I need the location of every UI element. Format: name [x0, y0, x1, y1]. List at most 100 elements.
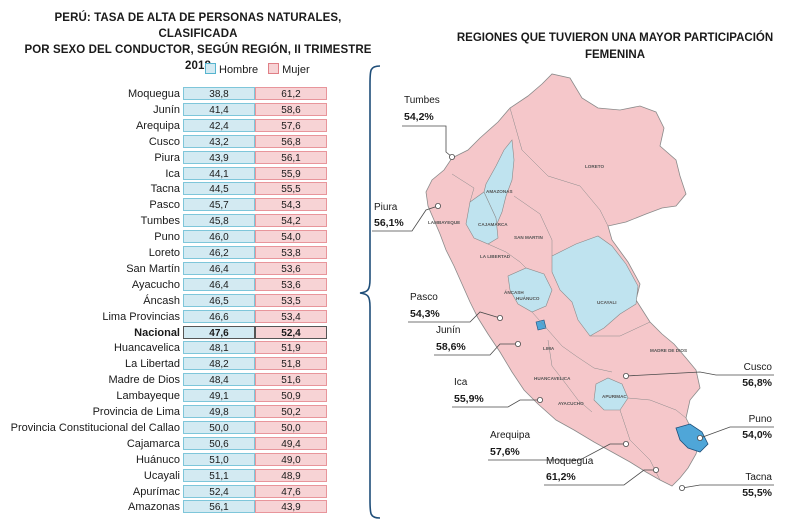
lake-titicaca: [675, 423, 709, 453]
hombre-value: 51,0: [183, 452, 255, 466]
callout-leader-line: [488, 443, 626, 461]
callout-leader-line: [544, 469, 656, 486]
hombre-value: 43,9: [183, 150, 255, 164]
mujer-value: 51,9: [255, 341, 327, 355]
mujer-value: 53,5: [255, 293, 327, 307]
callao-marker: [535, 319, 547, 331]
callout-name: Tacna: [745, 472, 772, 483]
region-cajamarca: [465, 191, 499, 245]
map-region-label: LIMA: [543, 346, 555, 351]
region-name: Tacna: [150, 183, 180, 196]
table-row: Apurímac 52,4 47,6: [10, 484, 340, 500]
region-name: Ucayali: [143, 469, 180, 482]
map-callouts: Tumbes 54,2% Piura 56,1% Pasco 54,3% Junín 58,6…: [372, 95, 774, 499]
hombre-value: 49,8: [183, 405, 255, 418]
callout-value: 56,8%: [742, 377, 772, 389]
mujer-value: 51,6: [255, 373, 327, 387]
table-row: Loreto 46,2 53,8: [10, 245, 340, 261]
callout-name: Tumbes: [404, 95, 440, 106]
region-name: Madre de Dios: [108, 374, 180, 387]
callout-name: Puno: [749, 414, 773, 425]
table-title-line-1: PERÚ: TASA DE ALTA DE PERSONAS NATURALES…: [54, 12, 342, 40]
hombre-value: 44,5: [183, 182, 255, 196]
region-name: La Libertad: [124, 358, 180, 371]
hombre-value: 48,2: [183, 357, 255, 371]
table-row: Huánuco 51,0 49,0: [10, 452, 340, 468]
region-name: Amazonas: [128, 501, 180, 514]
region-name: Cusco: [148, 135, 180, 148]
table-row: Amazonas 56,1 43,9: [10, 499, 340, 515]
callout-leader-line: [699, 426, 774, 439]
hombre-value: 41,4: [183, 102, 255, 116]
region-name: Junín: [153, 103, 180, 116]
region-name: Moquegua: [128, 88, 180, 100]
callout-arequipa: Arequipa 57,6%: [488, 430, 630, 461]
mujer-value: 54,0: [255, 230, 327, 244]
callout-value: 57,6%: [490, 446, 520, 458]
hombre-value: 46,2: [183, 246, 255, 259]
callout-value: 54,0%: [742, 429, 772, 441]
hombre-value: 46,4: [183, 261, 255, 275]
mujer-value: 57,6: [255, 118, 327, 132]
callout-dot: [679, 484, 686, 491]
callout-value: 54,3%: [410, 308, 440, 320]
map-region-label: APURIMAC: [602, 394, 627, 399]
legend-hombre: Hombre: [205, 63, 258, 76]
legend: Hombre Mujer: [205, 63, 310, 76]
callout-name: Arequipa: [490, 430, 530, 441]
callout-ica: Ica 55,9%: [452, 377, 544, 408]
mujer-value: 53,8: [255, 246, 327, 259]
table-row: Arequipa 42,4 57,6: [10, 118, 340, 134]
callout-tumbes: Tumbes 54,2%: [402, 95, 455, 160]
hombre-value: 48,4: [183, 373, 255, 387]
callout-name: Piura: [374, 202, 398, 213]
hombre-value: 56,1: [183, 500, 255, 514]
table-row: Madre de Dios 48,4 51,6: [10, 372, 340, 388]
hombre-value: 51,1: [183, 468, 255, 482]
callout-value: 58,6%: [436, 341, 466, 353]
callout-name: Moquegua: [546, 456, 594, 467]
mujer-value: 50,2: [255, 405, 327, 418]
mujer-value: 55,9: [255, 166, 327, 180]
hombre-value: 49,1: [183, 389, 255, 403]
callout-leader-line: [408, 311, 501, 323]
map-title-line-2: FEMENINA: [584, 49, 646, 61]
mujer-value: 50,9: [255, 389, 327, 403]
hombre-value: 52,4: [183, 484, 255, 498]
hombre-value: 50,6: [183, 436, 255, 450]
region-name: San Martín: [126, 262, 180, 275]
mujer-value: 49,0: [255, 452, 327, 466]
callout-piura: Piura 56,1%: [372, 202, 441, 232]
table-row: La Libertad 48,2 51,8: [10, 356, 340, 372]
legend-swatch-hombre: [205, 63, 216, 74]
map-region-label: CAJAMARCA: [478, 222, 508, 227]
hombre-value: 46,0: [183, 230, 255, 244]
mujer-value: 51,8: [255, 357, 327, 371]
callout-value: 55,9%: [454, 393, 484, 405]
hombre-value: 45,8: [183, 214, 255, 228]
callout-leader-line: [372, 205, 439, 232]
map-title: REGIONES QUE TUVIERON UNA MAYOR PARTICIP…: [440, 30, 790, 64]
region-name: Loreto: [148, 247, 180, 259]
callout-leader-line: [402, 125, 453, 158]
mujer-value: 52,4: [255, 325, 327, 339]
table-row: Pasco 45,7 54,3: [10, 197, 340, 213]
legend-label-mujer: Mujer: [282, 64, 310, 76]
table-row: Junín 41,4 58,6: [10, 102, 340, 118]
callout-name: Pasco: [410, 292, 438, 303]
legend-label-hombre: Hombre: [219, 64, 259, 76]
map-region-label: LA LIBERTAD: [480, 254, 511, 259]
region-name: Ica: [165, 167, 180, 180]
callout-leader-line: [452, 399, 540, 408]
callout-dot: [496, 314, 503, 321]
callout-dot: [448, 153, 455, 160]
mujer-value: 54,2: [255, 214, 327, 228]
hombre-value: 45,7: [183, 198, 255, 212]
region-name: Áncash: [143, 294, 180, 307]
map-region-label: AYACUCHO: [558, 401, 584, 406]
callout-leader-line: [681, 484, 774, 489]
callout-moquegua: Moquegua 61,2%: [544, 456, 660, 486]
region-name: Huánuco: [135, 453, 180, 466]
callout-name: Junín: [436, 325, 460, 336]
mujer-value: 58,6: [255, 102, 327, 116]
